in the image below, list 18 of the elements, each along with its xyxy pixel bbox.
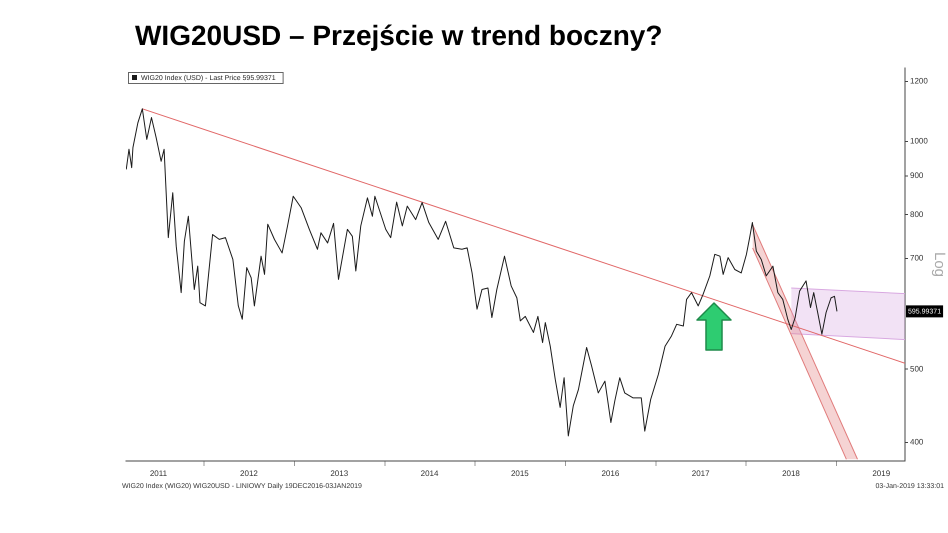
x-tick-label: 2019 xyxy=(872,469,891,478)
y-tick-label: 400 xyxy=(910,438,924,447)
x-tick-label: 2015 xyxy=(510,469,530,478)
x-tick-label: 2011 xyxy=(150,469,168,478)
y-axis-title: Log xyxy=(930,252,948,278)
y-tick-label: 800 xyxy=(910,210,924,219)
y-tick-label: 1000 xyxy=(910,136,928,146)
chart-title: WIG20USD – Przejście w trend boczny? xyxy=(135,19,662,53)
x-tick-label: 2017 xyxy=(692,469,710,478)
x-tick-label: 2016 xyxy=(601,469,620,478)
y-tick-label: 700 xyxy=(910,254,924,263)
y-tick-label: 1200 xyxy=(910,76,928,86)
x-tick-label: 2012 xyxy=(240,469,258,478)
x-tick-label: 2018 xyxy=(782,469,800,478)
y-tick-label: 900 xyxy=(910,171,924,180)
y-tick-label: 500 xyxy=(910,364,924,374)
x-tick-label: 2013 xyxy=(330,469,349,478)
x-tick-label: 2014 xyxy=(420,469,439,478)
